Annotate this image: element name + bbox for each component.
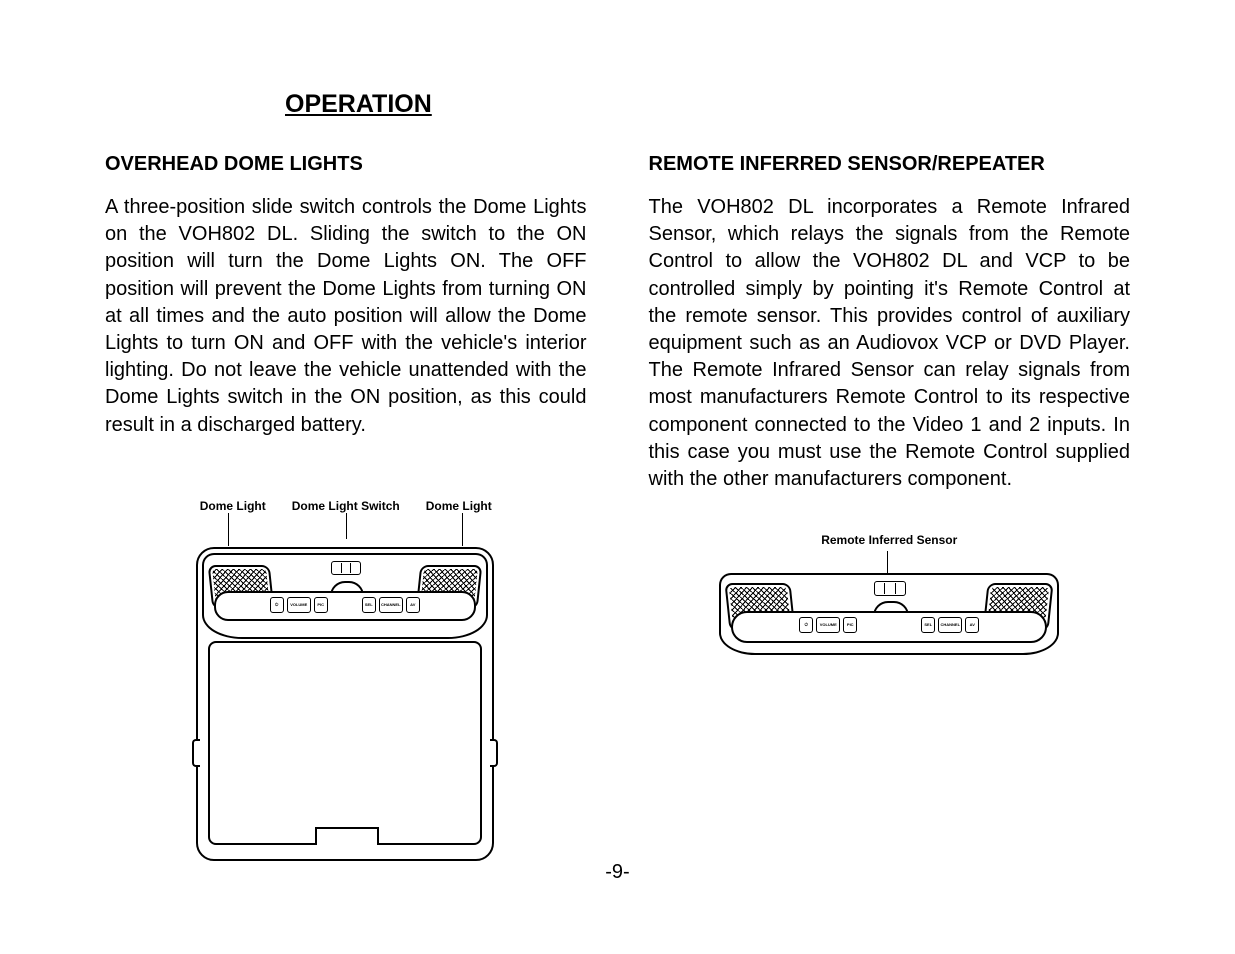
diagram2-leadline	[719, 551, 1059, 573]
remote-sensor-diagram: Remote Inferred Sensor ⏻ VOLUME PIC	[719, 533, 1059, 655]
control-panel: ⏻ VOLUME PIC SEL CHANNEL AV	[202, 553, 488, 639]
power-button-icon: ⏻	[799, 617, 813, 633]
channel-button-icon: CHANNEL	[938, 617, 962, 633]
volume-button-icon: VOLUME	[816, 617, 840, 633]
dome-switch-icon	[331, 561, 361, 575]
paragraph-dome: A three-position slide switch controls t…	[105, 194, 587, 439]
diagram1-labels: Dome Light Dome Light Switch Dome Light	[196, 499, 496, 513]
lead-line	[228, 513, 229, 546]
pic-button-icon: PIC	[314, 597, 328, 613]
sel-button-icon: SEL	[921, 617, 935, 633]
document-page: OPERATION OVERHEAD DOME LIGHTS A three-p…	[0, 0, 1235, 954]
power-button-icon: ⏻	[270, 597, 284, 613]
pic-button-icon: PIC	[843, 617, 857, 633]
button-row: ⏻ VOLUME PIC SEL CHANNEL AV	[214, 591, 476, 621]
control-panel: ⏻ VOLUME PIC SEL CHANNEL AV	[719, 573, 1059, 655]
lead-line	[346, 513, 347, 539]
button-group-left: ⏻ VOLUME PIC	[799, 616, 857, 634]
label-dome-left: Dome Light	[200, 499, 266, 513]
page-title: OPERATION	[285, 90, 1130, 119]
label-dome-switch: Dome Light Switch	[292, 499, 400, 513]
lead-line	[887, 551, 888, 573]
button-row: ⏻ VOLUME PIC SEL CHANNEL AV	[731, 611, 1047, 643]
lead-line	[462, 513, 463, 546]
screen-notch	[315, 827, 379, 845]
section-heading-remote: REMOTE INFERRED SENSOR/REPEATER	[649, 153, 1131, 176]
right-column: REMOTE INFERRED SENSOR/REPEATER The VOH8…	[649, 153, 1131, 861]
dome-light-diagram: Dome Light Dome Light Switch Dome Light	[196, 499, 496, 861]
button-group-right: SEL CHANNEL AV	[921, 616, 979, 634]
button-group-right: SEL CHANNEL AV	[362, 596, 420, 614]
button-group-left: ⏻ VOLUME PIC	[270, 596, 328, 614]
diagram1-leadlines	[196, 513, 496, 547]
label-dome-right: Dome Light	[426, 499, 492, 513]
columns: OVERHEAD DOME LIGHTS A three-position sl…	[105, 153, 1130, 861]
av-button-icon: AV	[406, 597, 420, 613]
page-number: -9-	[0, 861, 1235, 884]
section-heading-dome: OVERHEAD DOME LIGHTS	[105, 153, 587, 176]
channel-button-icon: CHANNEL	[379, 597, 403, 613]
label-remote-sensor: Remote Inferred Sensor	[719, 533, 1059, 547]
sel-button-icon: SEL	[362, 597, 376, 613]
left-column: OVERHEAD DOME LIGHTS A three-position sl…	[105, 153, 587, 861]
ir-sensor-icon	[874, 581, 906, 596]
paragraph-remote: The VOH802 DL incorporates a Remote Infr…	[649, 194, 1131, 493]
screen-frame	[208, 641, 482, 845]
av-button-icon: AV	[965, 617, 979, 633]
volume-button-icon: VOLUME	[287, 597, 311, 613]
overhead-unit: ⏻ VOLUME PIC SEL CHANNEL AV	[196, 547, 494, 861]
